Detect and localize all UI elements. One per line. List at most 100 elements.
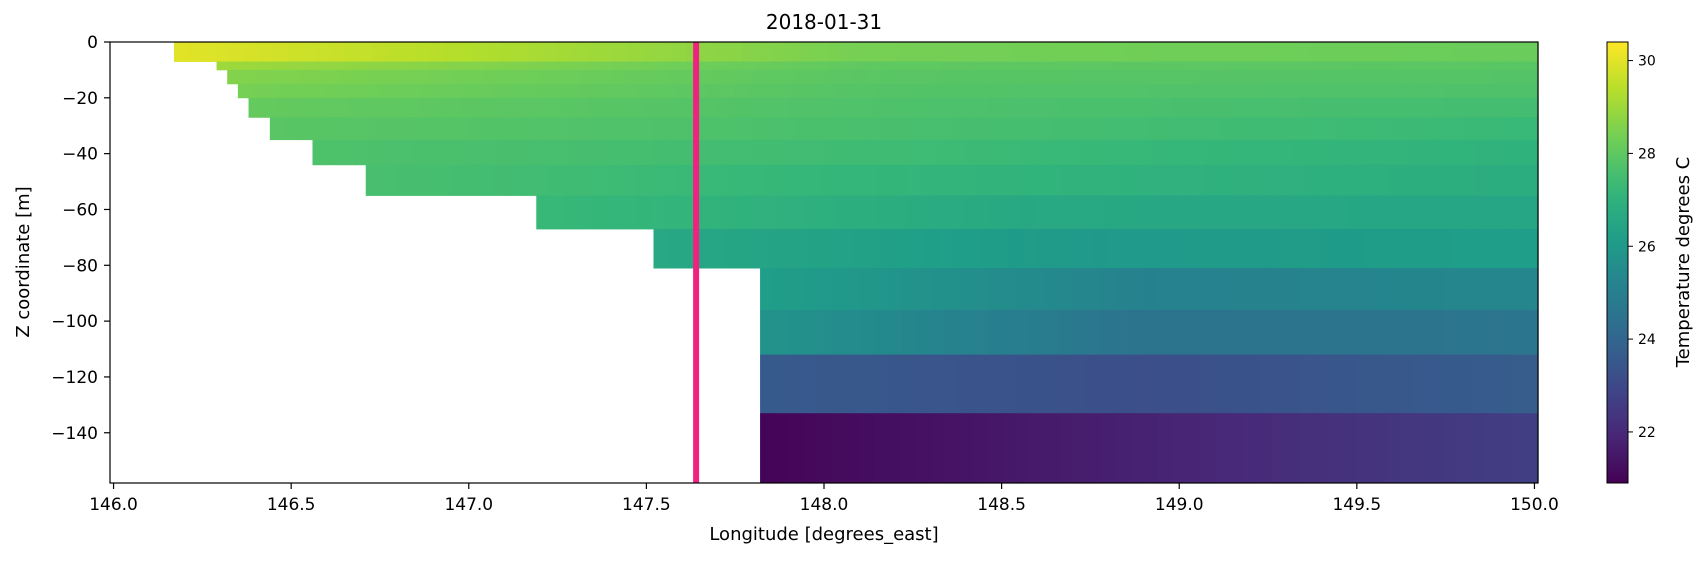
heatmap-cell: [1111, 61, 1127, 71]
heatmap-cell: [262, 97, 278, 118]
heatmap-cell: [781, 229, 797, 269]
heatmap-cell: [1264, 117, 1280, 141]
heatmap-cell: [1243, 309, 1258, 356]
heatmap-cell: [1136, 69, 1152, 85]
heatmap-cell: [998, 42, 1013, 62]
heatmap-cell: [276, 97, 292, 118]
heatmap-cell: [284, 117, 299, 141]
heatmap-cell: [706, 83, 722, 99]
heatmap-cell: [394, 83, 409, 99]
heatmap-cell: [1474, 164, 1489, 196]
x-tick-label: 147.5: [622, 495, 671, 515]
heatmap-cell: [372, 61, 388, 71]
heatmap-cell: [1172, 354, 1187, 414]
heatmap-cell: [660, 97, 676, 118]
heatmap-cell: [383, 117, 399, 141]
heatmap-cell: [330, 61, 346, 71]
heatmap-cell: [1268, 61, 1283, 71]
heatmap-cell: [1424, 42, 1440, 62]
heatmap-cell: [301, 61, 317, 71]
heatmap-cell: [1040, 42, 1056, 62]
heatmap-cell: [1427, 97, 1443, 118]
heatmap-cell: [916, 413, 932, 484]
heatmap-cell: [1307, 117, 1322, 141]
heatmap-cell: [958, 309, 974, 356]
heatmap-cell: [696, 117, 711, 141]
heatmap-cell: [1221, 117, 1237, 141]
heatmap-cell: [1236, 117, 1251, 141]
heatmap-cell: [1260, 83, 1276, 99]
heatmap-cell: [1378, 139, 1393, 166]
heatmap-cell: [536, 164, 552, 196]
heatmap-cell: [767, 229, 782, 269]
heatmap-cell: [902, 268, 917, 311]
heatmap-cell: [610, 117, 626, 141]
heatmap-cell: [724, 117, 740, 141]
heatmap-cell: [1466, 61, 1482, 71]
heatmap-cell: [1449, 229, 1464, 269]
heatmap-cell: [1427, 413, 1443, 484]
heatmap-cell: [824, 117, 839, 141]
heatmap-cell: [1037, 117, 1052, 141]
heatmap-cell: [511, 69, 527, 85]
heatmap-cell: [1346, 195, 1361, 230]
heatmap-cell: [1474, 83, 1489, 99]
heatmap-cell: [1516, 195, 1532, 230]
heatmap-cell: [838, 117, 854, 141]
heatmap-cell: [1076, 164, 1092, 196]
heatmap-cell: [539, 139, 555, 166]
heatmap-cell: [664, 195, 679, 230]
y-tick-label: −60: [62, 200, 98, 220]
heatmap-cell: [1513, 354, 1528, 414]
heatmap-cell: [784, 42, 800, 62]
heatmap-cell: [1030, 413, 1045, 484]
heatmap-cell: [397, 139, 413, 166]
heatmap-cell: [1470, 268, 1486, 311]
heatmap-cell: [1108, 69, 1123, 85]
heatmap-cell: [259, 42, 274, 62]
heatmap-cell: [1378, 69, 1393, 85]
heatmap-cell: [1030, 354, 1045, 414]
heatmap-cell: [1157, 268, 1173, 311]
heatmap-cell: [848, 195, 864, 230]
heatmap-cell: [1186, 97, 1202, 118]
heatmap-cell: [749, 83, 765, 99]
heatmap-cell: [1474, 195, 1489, 230]
heatmap-cell: [1005, 195, 1020, 230]
heatmap-cell: [422, 164, 438, 196]
heatmap-cell: [273, 61, 289, 71]
heatmap-cell: [326, 69, 342, 85]
heatmap-cell: [870, 42, 885, 62]
heatmap-cell: [387, 61, 402, 71]
heatmap-cell: [1026, 61, 1042, 71]
heatmap-cell: [610, 69, 626, 85]
heatmap-cell: [1417, 195, 1433, 230]
heatmap-cell: [1079, 69, 1095, 85]
heatmap-cell: [1385, 309, 1401, 356]
heatmap-cell: [774, 354, 790, 414]
heatmap-cell: [625, 139, 640, 166]
heatmap-cell: [1324, 61, 1340, 71]
heatmap-cell: [1413, 97, 1429, 118]
heatmap-cell: [1001, 309, 1017, 356]
heatmap-cell: [1001, 97, 1017, 118]
heatmap-cell: [564, 164, 580, 196]
heatmap-cell: [958, 413, 974, 484]
heatmap-cell: [799, 42, 814, 62]
heatmap-cell: [1129, 97, 1145, 118]
heatmap-cell: [1278, 139, 1294, 166]
heatmap-cell: [873, 97, 889, 118]
heatmap-cell: [586, 61, 601, 71]
heatmap-cell: [1026, 42, 1042, 62]
heatmap-cell: [1189, 195, 1205, 230]
heatmap-cell: [859, 97, 875, 118]
heatmap-cell: [724, 69, 740, 85]
heatmap-cell: [376, 97, 392, 118]
heatmap-cell: [1186, 268, 1202, 311]
heatmap-cell: [994, 117, 1010, 141]
heatmap-cell: [1257, 268, 1273, 311]
heatmap-cell: [1275, 195, 1290, 230]
heatmap-cell: [383, 69, 399, 85]
heatmap-cell: [465, 164, 481, 196]
heatmap-cell: [681, 139, 697, 166]
